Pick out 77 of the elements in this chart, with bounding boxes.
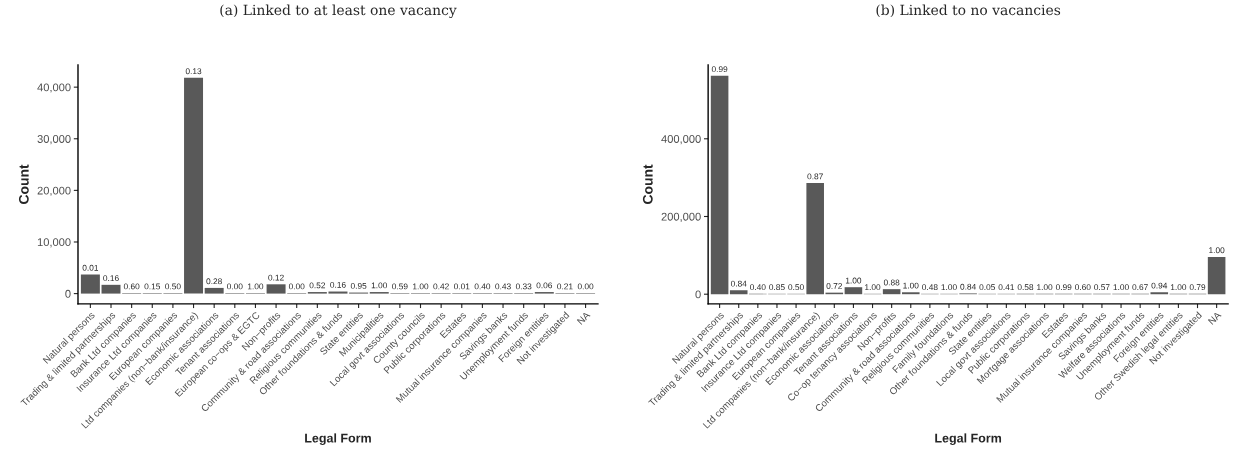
annotation: 1.00: [1113, 284, 1129, 291]
chart-title: (b) Linked to no vacancies: [876, 4, 1061, 18]
annotation: 0.40: [750, 284, 766, 291]
annotation: 0.48: [922, 284, 938, 291]
annotation: 1.00: [1209, 247, 1225, 254]
annotation: 1.00: [1170, 284, 1187, 291]
chart-title: (a) Linked to at least one vacancy: [220, 4, 457, 19]
annotation: 0.99: [711, 66, 728, 73]
annotation: 0.79: [1189, 284, 1206, 291]
annotation: 0.60: [123, 283, 140, 290]
annotation: 1.00: [845, 277, 862, 284]
annotation: 1.00: [941, 284, 957, 291]
annotation: 0.99: [1055, 284, 1072, 291]
annotation: 0.15: [144, 283, 161, 290]
bar: [80, 274, 100, 294]
annotation: 0.88: [883, 279, 900, 286]
annotation: 0.16: [103, 275, 119, 282]
bar: [101, 284, 121, 294]
annotation: 0.84: [730, 280, 747, 287]
annotation: 0.13: [185, 68, 202, 75]
bar: [729, 290, 748, 295]
annotation: 0.40: [474, 283, 491, 290]
y-tick-label: 400,000: [661, 135, 701, 145]
x-axis-title: Legal Form: [305, 433, 371, 446]
annotation: 1.00: [247, 283, 264, 290]
bar: [806, 183, 824, 295]
x-axis-title: Legal Form: [935, 433, 1002, 446]
annotation: 0.00: [227, 283, 243, 290]
annotation: 0.60: [1075, 284, 1091, 291]
annotation: 0.57: [1094, 284, 1110, 291]
annotation: 1.00: [1037, 284, 1053, 291]
annotation: 0.58: [1017, 284, 1034, 291]
annotation: 0.43: [495, 283, 511, 290]
annotation: 0.95: [350, 282, 367, 289]
annotation: 0.01: [82, 264, 99, 271]
annotation: 0.50: [165, 283, 181, 290]
annotation: 0.01: [453, 283, 470, 290]
bar: [1207, 256, 1226, 295]
bar: [184, 77, 204, 294]
y-axis-title: Count: [18, 164, 29, 204]
y-tick-label: 200,000: [661, 212, 701, 222]
annotation: 0.21: [557, 283, 573, 290]
annotation: 0.28: [206, 278, 222, 285]
y-axis-title: Count: [642, 164, 653, 204]
annotation: 0.84: [960, 283, 976, 290]
y-tick-label: 0: [65, 289, 71, 298]
x-tick-label: NA: [576, 311, 591, 325]
annotation: 0.05: [979, 284, 995, 291]
annotation: 0.12: [268, 274, 284, 281]
annotation: 1.00: [903, 282, 919, 289]
annotation: 0.67: [1132, 284, 1148, 291]
annotation: 0.87: [807, 173, 823, 180]
annotation: 0.85: [769, 284, 785, 291]
annotation: 0.00: [288, 283, 305, 290]
y-tick-label: 0: [695, 290, 701, 299]
annotation: 0.33: [515, 283, 532, 290]
annotation: 0.52: [309, 282, 326, 289]
annotation: 0.00: [577, 283, 594, 290]
annotation: 0.94: [1151, 282, 1168, 289]
annotation: 0.41: [998, 284, 1015, 291]
annotation: 1.00: [413, 283, 429, 290]
annotation: 0.59: [392, 283, 408, 290]
annotation: 0.06: [536, 282, 553, 289]
y-tick-label: 30,000: [37, 135, 71, 145]
bar: [882, 289, 901, 295]
x-tick-label: NA: [1207, 311, 1222, 325]
y-tick-label: 10,000: [37, 238, 71, 248]
annotation: 1.00: [371, 282, 388, 289]
annotation: 1.00: [865, 284, 881, 291]
annotation: 0.50: [788, 284, 804, 291]
annotation: 0.42: [433, 283, 449, 290]
y-tick-label: 40,000: [37, 83, 71, 93]
bar: [710, 75, 729, 295]
annotation: 0.16: [330, 281, 346, 288]
annotation: 0.72: [826, 283, 842, 289]
y-tick-label: 20,000: [37, 186, 71, 196]
bar: [844, 287, 863, 295]
